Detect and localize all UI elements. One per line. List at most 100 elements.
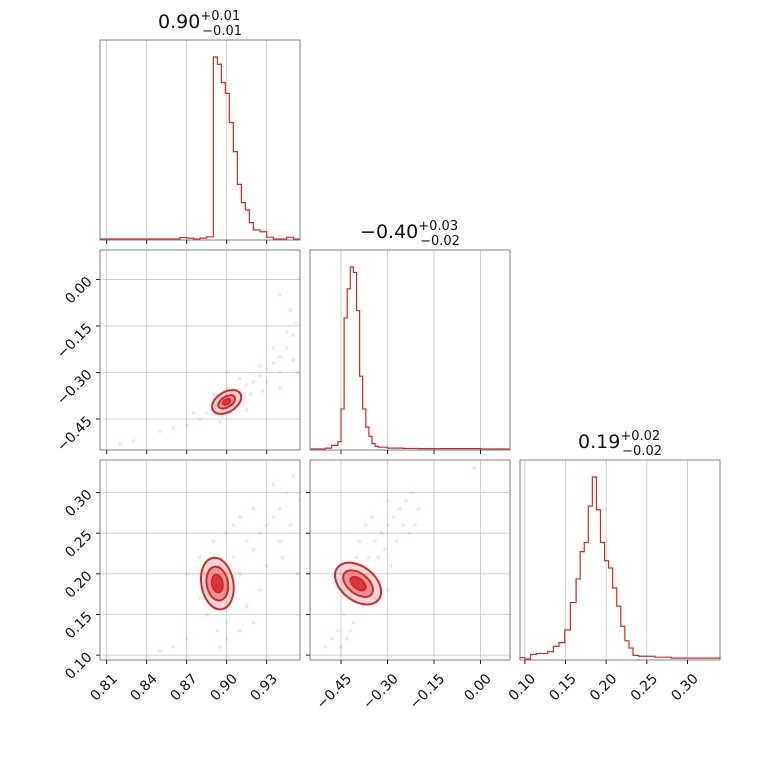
scatter-point	[295, 572, 300, 576]
scatter-point	[360, 604, 365, 609]
y-tick-label: 0.20	[62, 568, 95, 601]
scatter-point	[211, 392, 216, 396]
x-tick-label: 0.10	[506, 671, 539, 704]
scatter-point	[271, 515, 276, 519]
scatter-point	[280, 555, 285, 560]
scatter-point	[342, 612, 346, 617]
x-tick-label: 0.25	[628, 671, 661, 704]
scatter-point	[258, 588, 262, 592]
scatter-point	[367, 555, 371, 560]
scatter-point	[251, 379, 256, 384]
histogram-panel-p1: −0.40+0.03 −0.02	[309, 219, 511, 451]
scatter-point	[264, 563, 269, 568]
scatter-point	[348, 628, 353, 633]
y-tick-label: −0.15	[54, 320, 96, 362]
y-tick-label: −0.30	[54, 367, 96, 409]
param-title-p0: 0.90+0.01 −0.01	[158, 9, 242, 39]
scatter-point	[224, 531, 229, 535]
histogram-panel-p0: 0.90+0.01 −0.01	[99, 9, 301, 241]
scatter-panel-p0_p2	[99, 459, 301, 661]
title-median: 0.19	[578, 431, 620, 453]
scatter-point	[291, 474, 296, 479]
scatter-point	[184, 637, 189, 641]
scatter-point	[244, 383, 249, 387]
scatter-point	[391, 515, 396, 519]
scatter-point	[295, 370, 300, 375]
title-median: −0.40	[360, 221, 418, 243]
scatter-point	[238, 515, 242, 519]
scatter-point	[354, 555, 359, 560]
scatter-point	[407, 531, 412, 535]
scatter-point	[244, 604, 249, 609]
scatter-point	[370, 515, 374, 519]
scatter-point	[238, 376, 242, 381]
scatter-point	[184, 423, 189, 427]
scatter-point	[376, 555, 381, 560]
histogram-line-p1	[310, 266, 510, 450]
panel-frame	[519, 459, 721, 661]
histogram-line-p0	[100, 56, 300, 240]
scatter-point	[336, 628, 340, 633]
scatter-point	[218, 645, 222, 649]
scatter-point	[278, 386, 282, 390]
scatter-point	[171, 426, 176, 431]
scatter-point	[264, 523, 269, 527]
y-tick-label: 0.15	[62, 609, 95, 642]
scatter-point	[278, 355, 282, 359]
scatter-point	[158, 649, 162, 653]
scatter-point	[248, 392, 253, 396]
title-upper: +0.01	[200, 9, 240, 24]
scatter-point	[413, 523, 418, 527]
scatter-point	[288, 523, 293, 527]
scatter-point	[271, 345, 276, 350]
scatter-point	[131, 438, 136, 443]
x-tick-label: −0.30	[360, 671, 402, 713]
y-tick-label: 0.10	[62, 649, 95, 682]
scatter-point	[231, 523, 236, 527]
scatter-point	[278, 539, 282, 544]
histogram-panel-p2: 0.19+0.02 −0.02	[519, 429, 721, 661]
param-title-p1: −0.40+0.03 −0.02	[360, 219, 460, 249]
scatter-point	[158, 429, 162, 434]
scatter-point	[284, 345, 289, 350]
scatter-point	[410, 490, 415, 495]
scatter-point	[385, 523, 390, 527]
scatter-point	[218, 420, 222, 424]
title-lower: −0.02	[420, 234, 460, 249]
scatter-point	[264, 367, 269, 372]
title-median: 0.90	[158, 11, 200, 33]
scatter-point	[291, 333, 296, 338]
scatter-point	[395, 539, 399, 544]
scatter-point	[251, 506, 256, 511]
scatter-point	[258, 364, 262, 369]
contour-level-3	[210, 573, 224, 594]
scatter-point	[258, 373, 262, 378]
scatter-point	[231, 555, 236, 560]
scatter-panel-p1_p2	[309, 459, 511, 661]
scatter-point	[258, 531, 262, 535]
x-tick-label: 0.15	[546, 671, 579, 704]
y-tick-label: 0.30	[62, 487, 95, 520]
param-title-p2: 0.19+0.02 −0.02	[578, 429, 662, 459]
scatter-point	[198, 555, 202, 560]
scatter-point	[264, 379, 269, 384]
x-tick-label: 0.93	[248, 671, 281, 704]
x-tick-label: 0.20	[587, 671, 620, 704]
panel-frame	[99, 39, 301, 241]
title-upper: +0.03	[418, 219, 458, 234]
scatter-point	[323, 645, 328, 649]
x-tick-label: 0.30	[668, 671, 701, 704]
scatter-point	[278, 370, 282, 375]
scatter-point	[260, 389, 265, 393]
scatter-point	[251, 620, 256, 625]
y-tick-label: −0.45	[54, 413, 96, 455]
scatter-point	[171, 645, 176, 649]
x-tick-label: −0.15	[407, 671, 449, 713]
scatter-point	[238, 628, 242, 633]
scatter-point	[211, 539, 216, 544]
scatter-point	[278, 506, 282, 511]
scatter-point	[224, 637, 229, 641]
scatter-point	[342, 588, 346, 592]
scatter-point	[244, 407, 249, 412]
